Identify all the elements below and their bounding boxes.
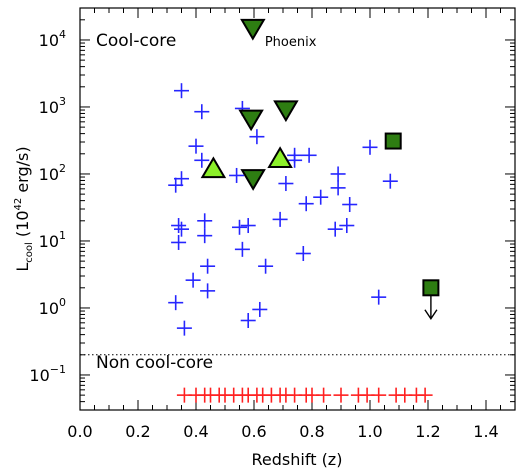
data-point-plus bbox=[327, 221, 343, 237]
data-point-plus bbox=[240, 218, 256, 234]
y-tick-label: 100 bbox=[39, 296, 66, 318]
data-point-triangle-down bbox=[240, 169, 266, 191]
data-point-plus bbox=[330, 180, 346, 196]
data-point-plus bbox=[197, 228, 213, 244]
data-point-plus bbox=[194, 152, 210, 168]
cool-core-label: Cool-core bbox=[96, 31, 176, 51]
data-point-plus bbox=[176, 320, 192, 336]
x-tick-label: 0.0 bbox=[67, 422, 92, 441]
x-tick-label: 1.0 bbox=[357, 422, 382, 441]
data-point-plus bbox=[313, 189, 329, 205]
data-point-triangle-down bbox=[238, 109, 264, 132]
data-point-plus bbox=[232, 219, 247, 235]
plot-area bbox=[79, 7, 516, 411]
data-point-plus bbox=[258, 258, 274, 274]
data-point-plus bbox=[197, 213, 213, 229]
x-tick-label: 0.6 bbox=[241, 422, 266, 441]
data-point-square bbox=[422, 279, 440, 297]
data-point-plus bbox=[171, 234, 187, 250]
data-point-plus bbox=[339, 218, 355, 234]
y-tick-label: 10−1 bbox=[29, 363, 66, 385]
data-point-plus bbox=[168, 295, 184, 311]
y-tick-label: 104 bbox=[39, 28, 66, 50]
data-point-triangle-up bbox=[267, 146, 293, 168]
data-point-plus bbox=[287, 152, 303, 168]
non-cool-core-label: Non cool-core bbox=[96, 353, 213, 373]
data-point-plus bbox=[174, 221, 189, 237]
data-point-triangle-up bbox=[200, 156, 227, 179]
data-point-plus bbox=[200, 258, 216, 274]
y-axis-label: Lcool (1042 erg/s) bbox=[13, 146, 35, 271]
upper-limit-head bbox=[424, 309, 438, 321]
data-point-plus bbox=[171, 218, 187, 234]
data-point-plus bbox=[295, 246, 311, 262]
data-point-plus bbox=[278, 176, 294, 192]
data-point-plus bbox=[234, 241, 250, 257]
data-point-plus bbox=[252, 301, 268, 317]
y-tick-label: 101 bbox=[39, 229, 66, 251]
data-point-plus bbox=[249, 129, 265, 145]
x-tick-label: 1.2 bbox=[415, 422, 440, 441]
data-point-plus bbox=[174, 83, 189, 99]
data-point-plus bbox=[188, 138, 204, 154]
data-point-triangle-down bbox=[240, 18, 266, 41]
data-marks bbox=[168, 18, 440, 403]
y-tick-label: 103 bbox=[39, 95, 66, 117]
data-point-plus bbox=[316, 387, 332, 403]
data-point-plus bbox=[362, 139, 378, 155]
data-point-plus bbox=[330, 166, 346, 182]
data-point-plus bbox=[382, 173, 398, 189]
tick-layer: 0.0 0.2 0.4 0.6 0.8 1.0 1.2 1.4 10−1 100 101 102 103… bbox=[29, 7, 516, 441]
data-point-square bbox=[384, 132, 402, 150]
data-point-triangle-down bbox=[273, 100, 299, 123]
data-point-plus bbox=[371, 289, 387, 305]
data-point-plus bbox=[174, 171, 189, 187]
data-point-plus bbox=[342, 197, 358, 213]
phoenix-label: Phoenix bbox=[265, 35, 317, 50]
data-point-plus bbox=[272, 211, 288, 227]
data-point-plus bbox=[371, 387, 387, 403]
x-tick-label: 0.4 bbox=[183, 422, 208, 441]
data-point-plus bbox=[229, 167, 245, 183]
data-point-plus bbox=[333, 387, 349, 403]
y-tick-label: 102 bbox=[39, 162, 66, 184]
data-point-plus bbox=[200, 283, 216, 299]
x-tick-label: 0.8 bbox=[299, 422, 324, 441]
data-point-plus bbox=[240, 313, 256, 329]
data-point-plus bbox=[298, 196, 314, 212]
data-point-plus bbox=[301, 147, 317, 163]
x-axis-label: Redshift (z) bbox=[252, 450, 343, 469]
data-point-plus bbox=[185, 272, 201, 288]
data-point-plus bbox=[417, 387, 433, 403]
data-point-plus bbox=[194, 104, 210, 120]
x-tick-label: 1.4 bbox=[473, 422, 498, 441]
x-tick-label: 0.2 bbox=[125, 422, 150, 441]
